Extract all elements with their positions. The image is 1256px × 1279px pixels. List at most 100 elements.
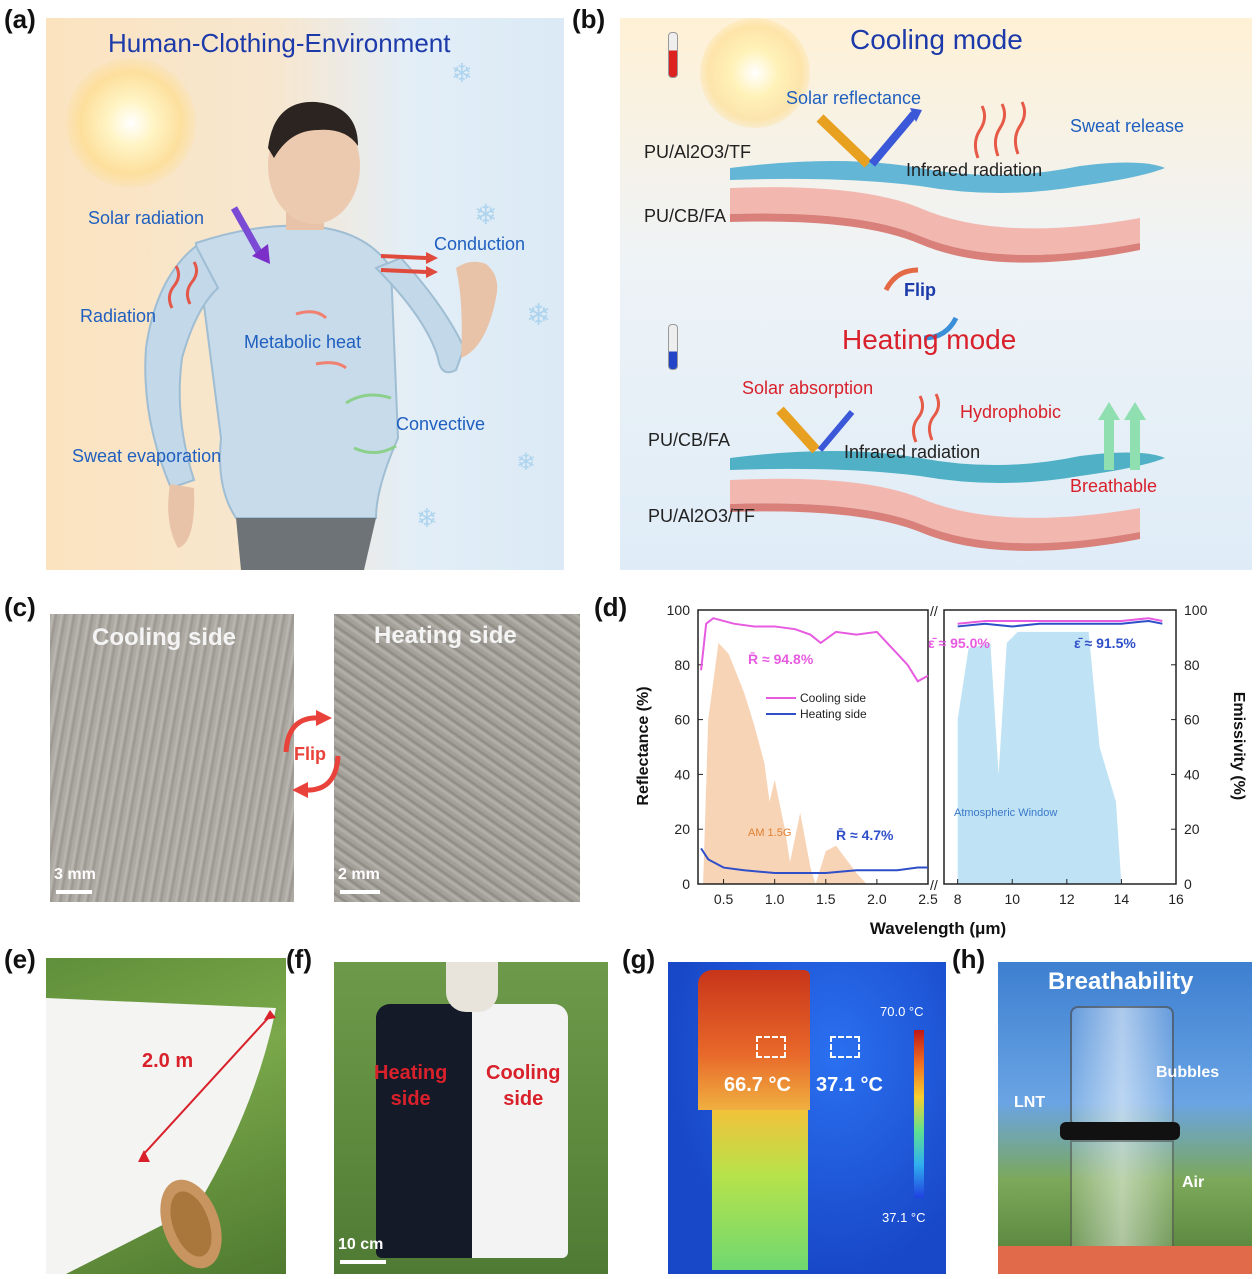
atmospheric-window-area — [957, 631, 1122, 884]
vest-heating-label: Heating side — [374, 1062, 448, 1110]
y-tick-label-right: 40 — [1184, 766, 1200, 782]
table-surface — [998, 1246, 1252, 1274]
label-conduction: Conduction — [434, 234, 526, 254]
y-tick-label-right: 80 — [1184, 657, 1200, 673]
x-tick-label-left: 1.0 — [765, 891, 785, 907]
annotation-r-heat: R̄ ≈ 4.7% — [836, 826, 894, 843]
glass-tube-top — [1070, 1006, 1174, 1128]
annotation-e-cool: ε̄ ≈ 95.0% — [928, 635, 990, 651]
roll-length-label: 2.0 m — [142, 1050, 194, 1072]
breathability-title: Breathability — [1048, 968, 1194, 995]
annotation-r-cool: R̄ ≈ 94.8% — [748, 650, 814, 667]
thermometer-hot-icon — [668, 32, 678, 78]
panel-b-letter: (b) — [572, 4, 606, 34]
y-axis-label-left: Reflectance (%) — [635, 686, 652, 805]
thermal-warm-region — [712, 1110, 808, 1270]
x-tick-label-right: 14 — [1114, 891, 1130, 907]
flip-label: Flip — [904, 280, 936, 300]
y-tick-label-left: 20 — [674, 821, 690, 837]
thermal-hot-region — [698, 970, 810, 1110]
axis-break-bottom: // — [930, 877, 938, 893]
panel-d-letter: (d) — [594, 592, 628, 622]
x-tick-label-left: 0.5 — [714, 891, 734, 907]
breathability-photo: Breathability LNT Bubbles Air — [998, 962, 1252, 1274]
label-heating-top-layer: PU/CB/FA — [648, 430, 731, 450]
plot-frame-right — [943, 609, 1177, 885]
snowflake-icon: ❄ — [416, 503, 438, 533]
y-tick-label-right: 100 — [1184, 602, 1208, 618]
snowflake-icon: ❄ — [474, 199, 498, 230]
thermal-image: 66.7 °C 37.1 °C 70.0 °C 37.1 °C — [668, 962, 946, 1274]
label-solar-reflectance: Solar reflectance — [786, 88, 922, 108]
measure-box-hot — [756, 1036, 786, 1058]
heating-side-label: Heating side — [374, 622, 517, 649]
glass-tube-bottom — [1070, 1140, 1174, 1262]
legend-label-cooling: Cooling side — [800, 691, 866, 705]
scale-max-label: 70.0 °C — [880, 1004, 924, 1019]
vest-scale-label: 10 cm — [338, 1236, 384, 1253]
x-tick-label-right: 12 — [1059, 891, 1075, 907]
y-axis-label-right: Emissivity (%) — [1230, 692, 1247, 800]
x-tick-label-left: 2.0 — [867, 891, 887, 907]
panel-a-letter: (a) — [4, 4, 36, 34]
scale-label-right: 2 mm — [338, 866, 380, 883]
flip-label-c: Flip — [294, 744, 326, 764]
label-cooling-ir: Infrared radiation — [906, 160, 1043, 180]
cold-temperature: 37.1 °C — [816, 1074, 883, 1096]
label-metabolic-heat: Metabolic heat — [244, 332, 362, 352]
x-tick-label-left: 1.5 — [816, 891, 836, 907]
legend-label-heating: Heating side — [800, 707, 867, 721]
y-tick-label-left: 0 — [682, 876, 690, 892]
label-solar-absorption: Solar absorption — [742, 378, 874, 398]
annotation-am15g: AM 1.5G — [748, 827, 791, 839]
y-tick-label-right: 20 — [1184, 821, 1200, 837]
fabric-membrane — [1060, 1122, 1180, 1140]
color-scale-bar — [914, 1030, 924, 1198]
am15g-spectrum-area — [703, 642, 867, 884]
label-radiation: Radiation — [80, 306, 157, 326]
cooling-mode-title: Cooling mode — [850, 24, 1023, 55]
annotation-atmospheric-window: Atmospheric Window — [954, 807, 1057, 819]
fabric-roll-photo: 2.0 m — [46, 958, 286, 1274]
scale-min-label: 37.1 °C — [882, 1210, 926, 1225]
vest-cooling-side — [472, 1004, 568, 1258]
series-line-cooling-solar — [700, 617, 929, 683]
y-tick-label-left: 80 — [674, 657, 690, 673]
x-tick-label-right: 8 — [954, 891, 962, 907]
label-cooling-top-layer: PU/Al2O3/TF — [644, 142, 752, 162]
panel-f-letter: (f) — [286, 944, 312, 974]
fabric-layers-diagram — [730, 101, 1165, 551]
x-tick-label-right: 16 — [1168, 891, 1184, 907]
snowflake-icon: ❄ — [516, 449, 537, 476]
label-hydrophobic: Hydrophobic — [960, 402, 1062, 422]
x-axis-label: Wavelength (μm) — [870, 919, 1006, 938]
y-tick-label-left: 40 — [674, 766, 690, 782]
label-convective: Convective — [396, 414, 486, 434]
label-heating-ir: Infrared radiation — [844, 442, 981, 462]
label-bubbles: Bubbles — [1156, 1064, 1220, 1081]
x-tick-label-left: 2.5 — [918, 891, 938, 907]
series-line-heating-ir — [957, 619, 1163, 628]
vest-heating-side — [376, 1004, 472, 1258]
scale-bar — [340, 890, 380, 894]
heating-mode-title: Heating mode — [842, 324, 1017, 355]
heating-side-photo: Heating side 2 mm — [334, 614, 580, 902]
mannequin-neck — [446, 962, 498, 1012]
label-lnt: LNT — [1014, 1094, 1046, 1111]
y-tick-label-left: 100 — [667, 602, 691, 618]
thermometer-cold-icon — [668, 324, 678, 370]
scale-label-left: 3 mm — [54, 866, 96, 883]
plot-frame-left — [697, 609, 929, 885]
snowflake-icon: ❄ — [526, 299, 552, 332]
vest-cooling-label: Cooling side — [486, 1062, 561, 1110]
flip-arrows-icon — [283, 710, 341, 798]
panel-b-illustration: Cooling mode Solar reflectance Sweat rel… — [620, 18, 1252, 570]
snowflake-icon: ❄ — [451, 58, 473, 88]
cooling-side-label: Cooling side — [92, 624, 236, 651]
label-sweat-evaporation: Sweat evaporation — [72, 446, 222, 466]
panel-c-letter: (c) — [4, 592, 36, 622]
scale-bar — [56, 890, 92, 894]
y-tick-label-left: 60 — [674, 712, 690, 728]
runner-figure — [144, 101, 498, 570]
vest-photo: Heating side Cooling side 10 cm — [334, 962, 608, 1274]
